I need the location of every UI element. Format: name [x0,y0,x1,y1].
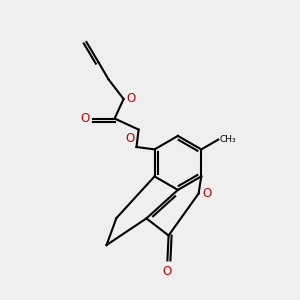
Text: O: O [80,112,89,125]
Text: O: O [202,187,212,200]
Text: O: O [127,92,136,106]
Text: CH₃: CH₃ [220,135,236,144]
Text: O: O [163,265,172,278]
Text: O: O [126,132,135,145]
